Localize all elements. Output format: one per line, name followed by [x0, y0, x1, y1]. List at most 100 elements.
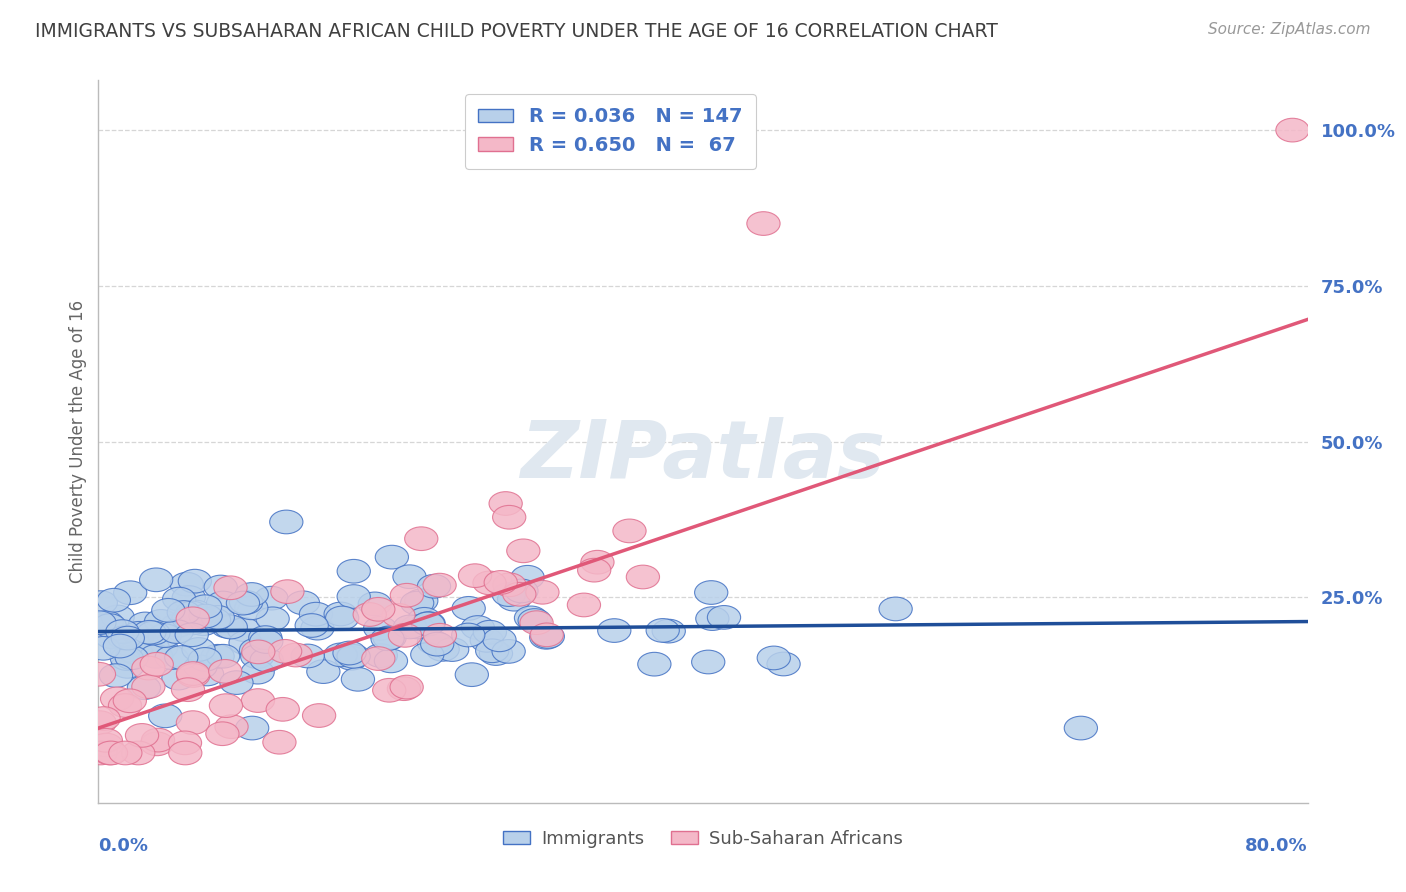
Ellipse shape — [489, 491, 522, 516]
Ellipse shape — [747, 211, 780, 235]
Ellipse shape — [228, 618, 260, 641]
Ellipse shape — [287, 591, 319, 615]
Ellipse shape — [405, 527, 437, 550]
Ellipse shape — [408, 607, 441, 632]
Ellipse shape — [492, 582, 526, 607]
Ellipse shape — [411, 643, 444, 666]
Ellipse shape — [179, 569, 211, 593]
Ellipse shape — [707, 606, 741, 629]
Ellipse shape — [506, 539, 540, 563]
Ellipse shape — [250, 648, 284, 672]
Ellipse shape — [458, 564, 492, 588]
Ellipse shape — [531, 624, 564, 648]
Ellipse shape — [235, 596, 269, 620]
Ellipse shape — [405, 589, 437, 613]
Ellipse shape — [111, 655, 145, 678]
Ellipse shape — [87, 706, 121, 731]
Ellipse shape — [188, 604, 222, 628]
Ellipse shape — [226, 591, 260, 615]
Ellipse shape — [692, 650, 725, 673]
Ellipse shape — [94, 741, 128, 764]
Ellipse shape — [270, 510, 302, 533]
Ellipse shape — [93, 614, 127, 638]
Ellipse shape — [373, 679, 406, 702]
Text: IMMIGRANTS VS SUBSAHARAN AFRICAN CHILD POVERTY UNDER THE AGE OF 16 CORRELATION C: IMMIGRANTS VS SUBSAHARAN AFRICAN CHILD P… — [35, 22, 998, 41]
Ellipse shape — [169, 741, 202, 764]
Ellipse shape — [108, 626, 141, 649]
Ellipse shape — [122, 622, 156, 645]
Ellipse shape — [176, 623, 208, 647]
Ellipse shape — [211, 615, 245, 638]
Ellipse shape — [503, 582, 536, 606]
Ellipse shape — [766, 652, 800, 676]
Ellipse shape — [695, 581, 728, 605]
Ellipse shape — [482, 628, 516, 652]
Ellipse shape — [148, 624, 181, 648]
Ellipse shape — [696, 607, 728, 631]
Ellipse shape — [205, 722, 239, 746]
Ellipse shape — [214, 615, 247, 639]
Ellipse shape — [271, 580, 304, 604]
Ellipse shape — [97, 589, 131, 612]
Ellipse shape — [326, 607, 359, 630]
Ellipse shape — [647, 618, 679, 642]
Ellipse shape — [229, 631, 262, 655]
Ellipse shape — [242, 689, 274, 713]
Ellipse shape — [207, 591, 240, 615]
Text: 80.0%: 80.0% — [1244, 837, 1308, 855]
Ellipse shape — [479, 641, 513, 665]
Ellipse shape — [520, 611, 553, 634]
Ellipse shape — [342, 667, 374, 691]
Ellipse shape — [172, 607, 205, 631]
Ellipse shape — [145, 636, 177, 659]
Ellipse shape — [526, 581, 560, 604]
Ellipse shape — [472, 571, 506, 595]
Ellipse shape — [266, 698, 299, 721]
Ellipse shape — [263, 731, 297, 754]
Ellipse shape — [188, 595, 222, 618]
Ellipse shape — [388, 624, 422, 648]
Ellipse shape — [1064, 716, 1098, 739]
Ellipse shape — [162, 666, 195, 690]
Ellipse shape — [132, 657, 165, 680]
Ellipse shape — [391, 583, 423, 607]
Ellipse shape — [129, 636, 163, 660]
Ellipse shape — [87, 637, 120, 660]
Ellipse shape — [142, 728, 174, 752]
Ellipse shape — [337, 645, 370, 668]
Ellipse shape — [505, 579, 538, 603]
Ellipse shape — [337, 584, 370, 608]
Ellipse shape — [152, 599, 186, 622]
Ellipse shape — [172, 678, 205, 701]
Ellipse shape — [155, 646, 188, 670]
Ellipse shape — [295, 614, 329, 638]
Ellipse shape — [470, 629, 503, 652]
Ellipse shape — [475, 639, 509, 663]
Ellipse shape — [299, 602, 333, 626]
Ellipse shape — [108, 741, 142, 764]
Ellipse shape — [453, 597, 485, 620]
Ellipse shape — [517, 608, 551, 632]
Ellipse shape — [149, 704, 181, 728]
Y-axis label: Child Poverty Under the Age of 16: Child Poverty Under the Age of 16 — [69, 300, 87, 583]
Ellipse shape — [242, 640, 276, 664]
Ellipse shape — [169, 731, 201, 755]
Ellipse shape — [115, 646, 149, 670]
Ellipse shape — [132, 621, 166, 644]
Ellipse shape — [132, 674, 165, 698]
Ellipse shape — [201, 606, 235, 629]
Ellipse shape — [423, 624, 457, 647]
Ellipse shape — [374, 649, 408, 673]
Ellipse shape — [250, 630, 283, 653]
Ellipse shape — [578, 558, 610, 582]
Ellipse shape — [567, 593, 600, 616]
Ellipse shape — [145, 609, 177, 633]
Ellipse shape — [420, 632, 454, 656]
Ellipse shape — [207, 644, 239, 668]
Ellipse shape — [280, 643, 312, 667]
Ellipse shape — [89, 729, 122, 752]
Text: ZIPatlas: ZIPatlas — [520, 417, 886, 495]
Ellipse shape — [423, 574, 456, 597]
Ellipse shape — [90, 611, 124, 634]
Ellipse shape — [100, 687, 134, 711]
